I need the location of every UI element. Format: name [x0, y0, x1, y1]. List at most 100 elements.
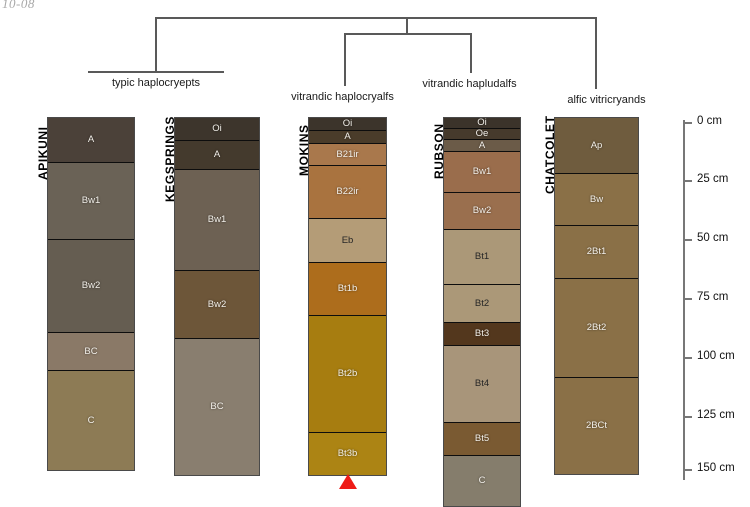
horizon-band[interactable]: A	[48, 118, 134, 163]
horizon-band[interactable]: Bt4	[444, 346, 520, 423]
horizon-band[interactable]: Ap	[555, 118, 638, 174]
horizon-label: 2BCt	[585, 420, 608, 432]
horizon-label: 2Bt1	[586, 246, 607, 258]
horizon-band[interactable]: B22ir	[309, 166, 386, 219]
horizon-band[interactable]: Bt1	[444, 230, 520, 285]
depth-axis-line	[683, 120, 685, 480]
horizon-stack-mokins: Oi A B21ir B22ir Eb Bt1b Bt2b Bt3b	[308, 117, 387, 476]
horizon-label: Bt5	[474, 433, 490, 445]
depth-tick	[683, 122, 692, 124]
depth-tick-label: 75 cm	[697, 291, 729, 303]
profile-marker-triangle-icon	[338, 474, 357, 489]
horizon-stack-chatcolet: Ap Bw 2Bt1 2Bt2 2BCt	[554, 117, 639, 475]
depth-tick	[683, 357, 692, 359]
depth-tick-label: 25 cm	[697, 173, 729, 185]
horizon-band[interactable]: 2Bt2	[555, 279, 638, 378]
horizon-stack-apikuni: A Bw1 Bw2 BC C	[47, 117, 135, 471]
dendro-branch-vitricryands	[595, 17, 597, 89]
horizon-band[interactable]: A	[175, 141, 259, 170]
horizon-label: Bt1	[474, 251, 490, 263]
horizon-label: Bw2	[81, 280, 101, 292]
horizon-label: Bt4	[474, 378, 490, 390]
horizon-label: Bw	[589, 193, 604, 205]
horizon-label: Eb	[341, 234, 354, 246]
horizon-band[interactable]: B21ir	[309, 144, 386, 166]
horizon-band[interactable]: Bt5	[444, 423, 520, 456]
horizon-band[interactable]: Oe	[444, 129, 520, 140]
dendro-branch-hapludalfs	[470, 33, 472, 73]
depth-tick-label: 0 cm	[697, 115, 722, 127]
horizon-label: Bw1	[207, 214, 227, 226]
horizon-label: Bw2	[472, 205, 492, 217]
horizon-band[interactable]: A	[444, 140, 520, 152]
dendro-label-vitrandic-haplocryalfs: vitrandic haplocryalfs	[291, 91, 394, 103]
dendro-mid-horizontal	[344, 33, 472, 35]
horizon-band[interactable]: Oi	[444, 118, 520, 129]
horizon-band[interactable]: Bw2	[175, 271, 259, 339]
horizon-label: A	[344, 131, 351, 143]
horizon-label: C	[87, 414, 95, 426]
horizon-stack-rubson: Oi Oe A Bw1 Bw2 Bt1 Bt2 Bt3 Bt4 Bt5 C	[443, 117, 521, 507]
depth-tick-label: 50 cm	[697, 232, 729, 244]
horizon-label: Bw1	[472, 166, 492, 178]
horizon-band[interactable]: Bt1b	[309, 263, 386, 316]
horizon-label: Bt3	[474, 328, 490, 340]
horizon-band[interactable]: Bt2	[444, 285, 520, 323]
horizon-band[interactable]: Bw2	[48, 240, 134, 333]
depth-tick	[683, 180, 692, 182]
horizon-band[interactable]: BC	[48, 333, 134, 371]
horizon-band[interactable]: Eb	[309, 219, 386, 263]
depth-tick	[683, 469, 692, 471]
horizon-band[interactable]: Oi	[175, 118, 259, 141]
dendro-root-horizontal	[155, 17, 597, 19]
horizon-stack-kegsprings: Oi A Bw1 Bw2 BC	[174, 117, 260, 476]
horizon-band[interactable]: Bw2	[444, 193, 520, 230]
depth-tick	[683, 416, 692, 418]
horizon-band[interactable]: C	[48, 371, 134, 470]
horizon-label: Oi	[342, 118, 353, 130]
horizon-label: Bt3b	[337, 448, 358, 460]
depth-tick	[683, 239, 692, 241]
dendro-underline-haplocryepts	[88, 71, 224, 73]
horizon-label: A	[478, 140, 486, 151]
horizon-label: Bw1	[81, 195, 101, 207]
horizon-band[interactable]: C	[444, 456, 520, 506]
horizon-band[interactable]: 2BCt	[555, 378, 638, 474]
dendro-branch-haplocryepts	[155, 17, 157, 72]
horizon-band[interactable]: BC	[175, 339, 259, 475]
depth-tick-label: 150 cm	[697, 462, 735, 474]
dendro-root-stem	[406, 17, 408, 34]
horizon-label: Bt1b	[337, 283, 358, 295]
horizon-label: 2Bt2	[586, 322, 607, 334]
horizon-label: BC	[210, 401, 224, 413]
horizon-band[interactable]: Bt3	[444, 323, 520, 346]
watermark-text: 10-08	[2, 0, 35, 11]
horizon-band[interactable]: A	[309, 131, 386, 144]
depth-tick-label: 100 cm	[697, 350, 735, 362]
horizon-label: Ap	[590, 139, 603, 151]
horizon-band[interactable]: Bw1	[48, 163, 134, 240]
horizon-label: A	[87, 134, 95, 146]
dendro-label-typic-haplocryepts: typic haplocryepts	[111, 77, 201, 89]
horizon-label: B21ir	[336, 148, 359, 160]
dendro-label-alfic-vitricryands: alfic vitricryands	[567, 94, 646, 106]
horizon-label: Bw2	[207, 298, 227, 310]
horizon-label: Bt2	[474, 297, 490, 309]
horizon-band[interactable]: Bt3b	[309, 433, 386, 475]
horizon-label: B22ir	[336, 186, 359, 198]
horizon-band[interactable]: Bw1	[175, 170, 259, 271]
horizon-label: Oe	[475, 129, 489, 140]
horizon-band[interactable]: Bw	[555, 174, 638, 226]
horizon-band[interactable]: Bt2b	[309, 316, 386, 433]
taxonomy-dendrogram: typic haplocryepts vitrandic haplocryalf…	[0, 0, 750, 120]
horizon-label: A	[213, 149, 221, 161]
horizon-label: Oi	[477, 118, 487, 129]
horizon-band[interactable]: Oi	[309, 118, 386, 131]
horizon-band[interactable]: 2Bt1	[555, 226, 638, 279]
dendro-branch-haplocryalfs	[344, 33, 346, 86]
horizon-band[interactable]: Bw1	[444, 152, 520, 193]
dendro-label-vitrandic-hapludalfs: vitrandic hapludalfs	[422, 78, 517, 90]
horizon-label: C	[478, 475, 486, 487]
depth-tick	[683, 298, 692, 300]
